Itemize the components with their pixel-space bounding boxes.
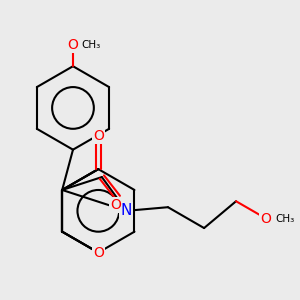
Text: CH₃: CH₃ [81, 40, 100, 50]
Text: CH₃: CH₃ [275, 214, 295, 224]
Text: O: O [260, 212, 271, 226]
Text: O: O [93, 246, 104, 260]
Text: O: O [110, 198, 121, 212]
Text: O: O [93, 129, 104, 143]
Text: N: N [121, 203, 132, 218]
Text: O: O [68, 38, 78, 52]
